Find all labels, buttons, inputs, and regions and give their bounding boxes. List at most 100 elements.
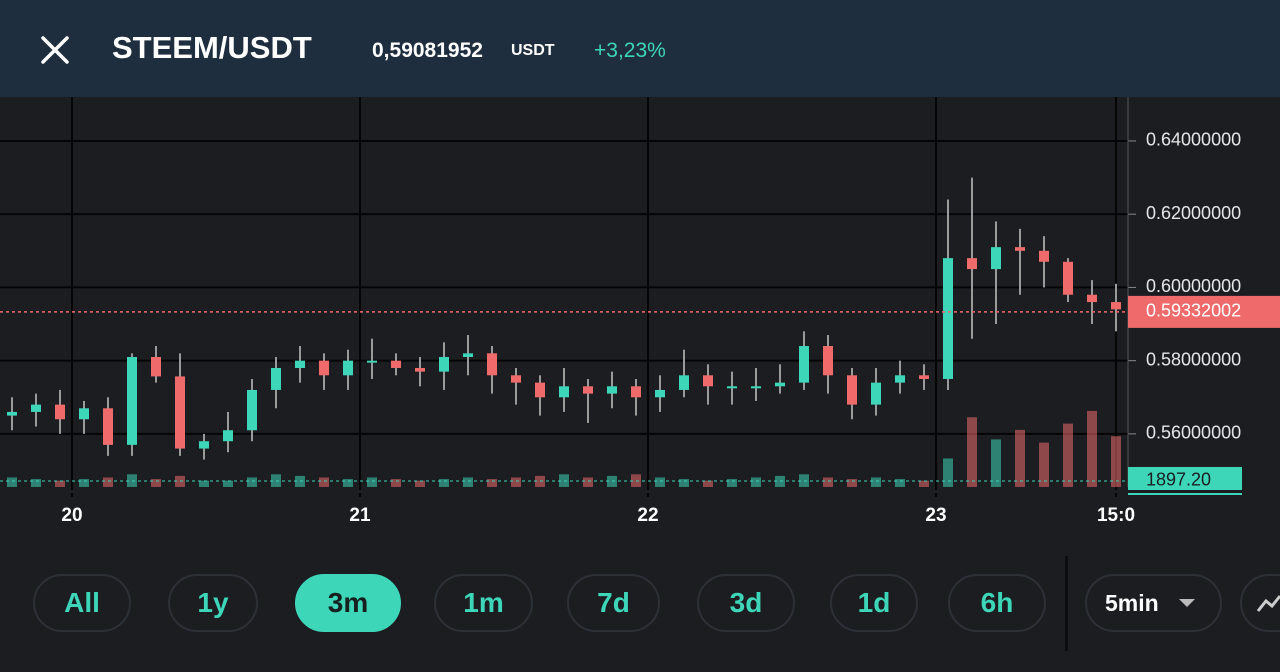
candle-body — [1015, 247, 1025, 251]
range-button[interactable]: 6h — [948, 574, 1046, 632]
volume-bar — [247, 477, 257, 487]
range-button[interactable]: All — [33, 574, 131, 632]
range-button[interactable]: 3d — [697, 574, 795, 632]
x-tick-label: 20 — [61, 505, 82, 526]
y-tick-label: 0.62000000 — [1146, 203, 1241, 223]
line-icon — [1256, 595, 1280, 612]
volume-bar — [151, 479, 161, 487]
candle-body — [727, 386, 737, 389]
candle-body — [967, 258, 977, 270]
axis-mask — [0, 490, 1280, 493]
candle-body — [151, 357, 161, 377]
volume-bar — [895, 479, 905, 487]
volume-bar — [751, 477, 761, 487]
dropdown-arrow — [1178, 599, 1195, 607]
volume-bar — [79, 479, 89, 487]
range-button[interactable]: 1m — [434, 574, 533, 632]
price: 0,59081952 — [372, 39, 483, 62]
last-price-box — [1128, 295, 1280, 328]
volume-bar — [511, 477, 521, 487]
candle-body — [751, 386, 761, 389]
volume-bar — [199, 480, 209, 487]
candle-body — [871, 382, 881, 405]
candle-body — [55, 404, 65, 420]
candle-body — [919, 375, 929, 379]
candle-body — [127, 357, 137, 445]
x-tick-label: 15:0 — [1097, 505, 1135, 526]
volume-bar — [943, 458, 953, 487]
volume-bar — [31, 479, 41, 487]
chart-type-button[interactable] — [1240, 574, 1280, 632]
volume-bar — [655, 477, 665, 487]
unit: USDT — [511, 42, 555, 59]
close-icon[interactable] — [40, 35, 70, 65]
volume-bar — [367, 477, 377, 487]
candle-body — [991, 247, 1001, 270]
volume-bar — [991, 439, 1001, 487]
volume-bar — [703, 480, 713, 487]
candle-body — [31, 404, 41, 412]
range-button[interactable]: 3m — [295, 574, 401, 632]
chart: 0.56000000 0.58000000 0.60000000 0.62000000… — [0, 97, 1280, 527]
volume-bar — [847, 479, 857, 487]
candle-body — [415, 367, 425, 372]
candle-body — [847, 375, 857, 405]
volume-bar — [439, 479, 449, 487]
range-button[interactable]: 7d — [567, 574, 660, 632]
candle-body — [1039, 250, 1049, 262]
volume-bar — [487, 479, 497, 487]
volume-bar — [823, 477, 833, 487]
change: +3,23% — [594, 39, 666, 62]
candle-body — [391, 360, 401, 368]
candle-body — [79, 408, 89, 420]
candle-body — [199, 441, 209, 449]
volume-bar — [919, 480, 929, 487]
interval-select[interactable]: 5min — [1085, 574, 1222, 632]
candle-body — [703, 375, 713, 387]
candle-body — [535, 382, 545, 398]
volume-bar — [679, 479, 689, 487]
candle-body — [319, 360, 329, 376]
volume-bar — [391, 479, 401, 487]
candle-body — [247, 389, 257, 431]
candle-body — [1087, 294, 1097, 303]
volume-bar — [871, 477, 881, 487]
volume-bar — [223, 480, 233, 487]
candle-body — [1063, 261, 1073, 295]
candle-body — [799, 346, 809, 383]
candle-body — [103, 408, 113, 445]
volume-bar — [343, 479, 353, 487]
header: STEEM/USDT 0,59081952 USDT +3,23% — [0, 0, 1280, 97]
last-volume-label: 1897.20 — [1146, 470, 1211, 490]
last-price-label: 0.59332002 — [1146, 301, 1241, 321]
interval-label: 5min — [1105, 589, 1159, 616]
candle-body — [343, 360, 353, 376]
candle-body — [295, 360, 305, 368]
candle-body — [367, 360, 377, 363]
candle-body — [511, 375, 521, 383]
volume-bar — [319, 477, 329, 487]
x-tick-label: 23 — [925, 505, 946, 526]
candle-body — [223, 430, 233, 442]
candle-body — [823, 346, 833, 376]
volume-bar — [967, 417, 977, 487]
candle-body — [463, 353, 473, 357]
volume-bar — [7, 477, 17, 487]
candle-body — [943, 258, 953, 379]
range-button[interactable]: 1y — [168, 574, 258, 632]
y-tick-label: 0.64000000 — [1146, 130, 1241, 150]
candle-body — [487, 353, 497, 376]
volume-bar — [415, 480, 425, 487]
volume-bar — [1015, 429, 1025, 487]
y-tick-label: 0.58000000 — [1146, 349, 1241, 369]
candle-body — [631, 386, 641, 398]
candle-body — [175, 376, 185, 449]
candle-body — [607, 386, 617, 394]
volume-bar — [55, 480, 65, 487]
candle-body — [775, 382, 785, 387]
candle-body — [583, 386, 593, 394]
pair-title: STEEM/USDT — [112, 30, 312, 65]
range-button[interactable]: 1d — [830, 574, 918, 632]
candle-body — [7, 411, 17, 416]
